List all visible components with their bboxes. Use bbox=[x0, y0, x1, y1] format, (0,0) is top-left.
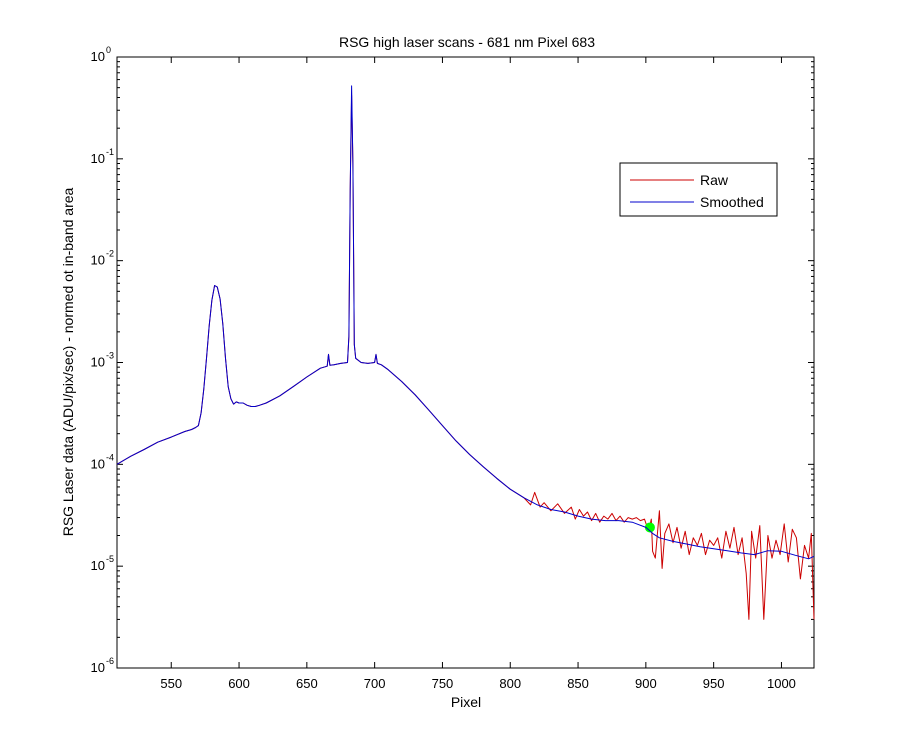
x-tick-label: 900 bbox=[635, 676, 657, 691]
y-tick-exponent: -3 bbox=[106, 351, 114, 361]
y-tick-exponent: -6 bbox=[106, 656, 114, 666]
y-tick-exponent: -1 bbox=[106, 147, 114, 157]
y-tick-label: 10 bbox=[91, 253, 105, 268]
series-line-smoothed bbox=[116, 85, 815, 560]
x-tick-label: 650 bbox=[296, 676, 318, 691]
legend: Raw Smoothed bbox=[619, 162, 778, 217]
x-axis-ticks: 550 600 650 700 750 800 850 900 950 1000 bbox=[160, 57, 796, 691]
y-tick-exponent: -2 bbox=[106, 249, 114, 259]
chart-title: RSG high laser scans - 681 nm Pixel 683 bbox=[339, 34, 595, 50]
legend-label-raw: Raw bbox=[700, 172, 729, 188]
x-tick-label: 1000 bbox=[767, 676, 796, 691]
highlight-point bbox=[644, 522, 655, 533]
y-tick-exponent: -5 bbox=[106, 554, 114, 564]
y-tick-label: 10 bbox=[91, 355, 105, 370]
x-axis-label: Pixel bbox=[451, 694, 481, 710]
x-tick-label: 750 bbox=[432, 676, 454, 691]
x-tick-label: 950 bbox=[703, 676, 725, 691]
y-tick-label: 10 bbox=[91, 49, 105, 64]
x-tick-label: 550 bbox=[160, 676, 182, 691]
legend-box bbox=[619, 162, 778, 217]
y-tick-label: 10 bbox=[91, 456, 105, 471]
series-layer bbox=[116, 85, 815, 620]
x-tick-label: 600 bbox=[228, 676, 250, 691]
y-axis-label: RSG Laser data (ADU/pix/sec) - normed ot… bbox=[60, 187, 76, 536]
x-tick-label: 700 bbox=[364, 676, 386, 691]
x-tick-label: 850 bbox=[567, 676, 589, 691]
legend-label-smoothed: Smoothed bbox=[700, 194, 764, 210]
y-tick-label: 10 bbox=[91, 660, 105, 675]
plot-area bbox=[116, 56, 815, 669]
x-tick-label: 800 bbox=[499, 676, 521, 691]
y-tick-exponent: 0 bbox=[106, 45, 111, 55]
y-tick-label: 10 bbox=[91, 151, 105, 166]
y-tick-label: 10 bbox=[91, 558, 105, 573]
y-tick-exponent: -4 bbox=[106, 452, 114, 462]
